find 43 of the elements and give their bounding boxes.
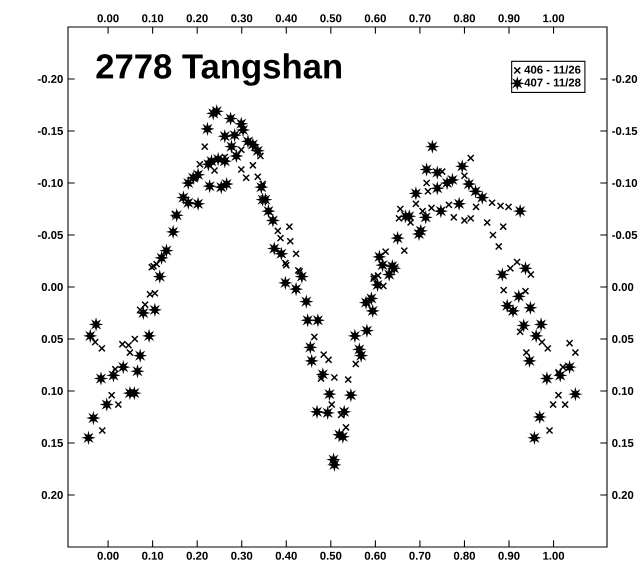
- x2-tick-label: 0.80: [454, 552, 476, 560]
- x2-tick-label: 0.70: [409, 552, 430, 560]
- x-tick-label: 0.00: [98, 14, 119, 22]
- x2-tick-label: 0.40: [276, 552, 297, 560]
- x-tick-label: 0.20: [186, 14, 208, 22]
- x-tick-label: 0.80: [454, 14, 476, 22]
- x2-tick-label: 0.50: [320, 552, 342, 560]
- x2-tick-label: 0.20: [186, 552, 208, 560]
- x2-tick-label: 0.10: [142, 552, 164, 560]
- x2-tick-label: 0.90: [498, 552, 520, 560]
- y2-tick-label: -0.20: [612, 75, 638, 84]
- x-tick-label: 0.70: [409, 14, 430, 22]
- legend-label: 406 - 11/26: [524, 65, 581, 74]
- x-tick-label: 0.50: [320, 14, 342, 22]
- y2-tick-label: 0.15: [612, 439, 634, 448]
- y-tick-label: -0.20: [38, 75, 63, 84]
- y2-tick-label: 0.20: [612, 491, 634, 500]
- x2-tick-label: 0.30: [231, 552, 252, 560]
- y-tick-label: 0.15: [42, 439, 63, 448]
- y2-tick-label: 0.05: [612, 335, 634, 344]
- x-tick-label: 0.30: [231, 14, 252, 22]
- y-tick-label: 0.20: [42, 491, 63, 500]
- y-tick-label: 0.05: [42, 335, 63, 344]
- y-tick-label: 0.00: [42, 283, 63, 292]
- y-tick-label: 0.10: [42, 387, 63, 396]
- x-tick-label: 0.40: [276, 14, 297, 22]
- y2-tick-label: -0.10: [612, 179, 638, 188]
- x-tick-label: 1.00: [543, 14, 564, 22]
- y2-tick-label: 0.10: [612, 387, 634, 396]
- x2-tick-label: 0.60: [364, 552, 386, 560]
- y-tick-label: -0.05: [38, 231, 63, 240]
- x-tick-label: 0.10: [142, 14, 164, 22]
- text: 2778 Tangshan: [96, 53, 341, 86]
- x-tick-label: 0.90: [498, 14, 520, 22]
- y2-tick-label: -0.05: [612, 231, 638, 240]
- y2-tick-label: -0.15: [612, 127, 638, 136]
- y-tick-label: -0.15: [38, 127, 63, 136]
- y2-tick-label: 0.00: [612, 283, 634, 292]
- legend-label: 407 - 11/28: [524, 78, 581, 87]
- x2-tick-label: 0.00: [98, 552, 119, 560]
- x-tick-label: 0.60: [364, 14, 386, 22]
- x2-tick-label: 1.00: [543, 552, 564, 560]
- y-tick-label: -0.10: [38, 179, 63, 188]
